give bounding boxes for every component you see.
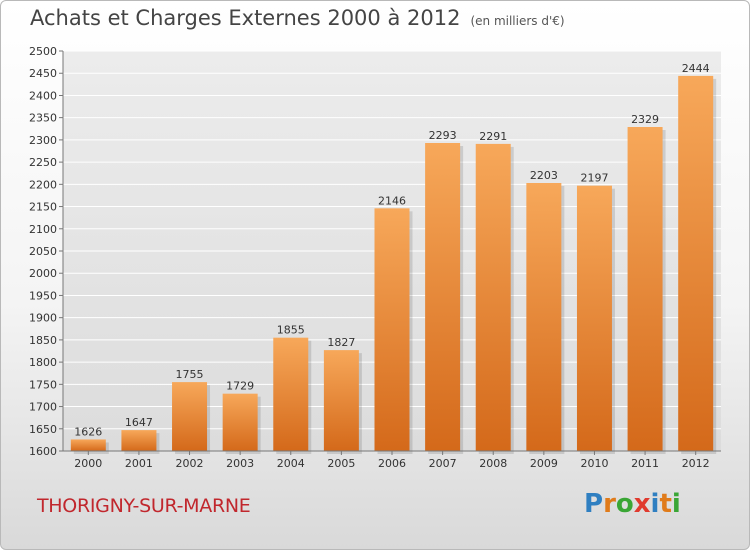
y-axis: 1600 1650 1700 1750 1800 1850 1900 1950 2000 2050… [29,45,64,458]
bar [627,127,663,451]
bar-value-label: 1647 [125,416,153,429]
y-tick-label: 1800 [29,356,57,369]
bar-value-label: 2291 [479,130,507,143]
x-tick-label: 2004 [277,457,305,470]
bar [374,208,410,451]
bar-value-label: 2197 [580,172,608,185]
x-tick-label: 2007 [429,457,457,470]
logo-letter: x [633,489,651,519]
bar [273,337,309,451]
y-tick-label: 1900 [29,312,57,325]
logo-letter: o [615,489,634,519]
bar-value-label: 2444 [682,62,710,75]
y-tick-label: 1600 [29,445,57,458]
bar-value-label: 1755 [176,368,204,381]
y-tick-label: 1850 [29,334,57,347]
bar-value-label: 2203 [530,169,558,182]
logo-letter: t [659,489,672,519]
y-tick-label: 2250 [29,156,57,169]
y-tick-label: 1950 [29,289,57,302]
x-tick-label: 2011 [631,457,659,470]
bar [425,143,461,451]
bars [70,75,717,454]
commune-name: THORIGNY-SUR-MARNE [37,495,251,517]
y-tick-label: 2350 [29,112,57,125]
bar [323,350,359,451]
y-tick-label: 1700 [29,401,57,414]
proxiti-logo: Proxiti [584,489,681,519]
y-tick-label: 2000 [29,267,57,280]
y-tick-label: 2100 [29,223,57,236]
x-tick-label: 2009 [530,457,558,470]
x-tick-label: 2001 [125,457,153,470]
y-tick-label: 2200 [29,178,57,191]
bar-value-label: 2329 [631,113,659,126]
bar-value-label: 1626 [74,425,102,438]
y-tick-label: 2050 [29,245,57,258]
data-labels: 1626 1647 1755 1729 1855 1827 2146 2293 2291 2203… [74,62,709,439]
x-tick-label: 2006 [378,457,406,470]
logo-letter: P [584,489,604,519]
bar [475,143,511,451]
bar-value-label: 2146 [378,194,406,207]
chart-title: Achats et Charges Externes 2000 à 2012 (e… [30,6,565,30]
logo-letter: i [650,489,660,519]
bar-value-label: 1855 [277,324,305,337]
bar [121,430,157,451]
x-tick-label: 2002 [176,457,204,470]
title-text: Achats et Charges Externes 2000 à 2012 [30,6,461,30]
x-tick-label: 2012 [682,457,710,470]
y-tick-label: 2500 [29,45,57,58]
y-tick-label: 2150 [29,201,57,214]
logo-letter: r [603,489,616,519]
bar [222,393,258,451]
bar [526,183,562,451]
y-tick-label: 1650 [29,423,57,436]
bar-value-label: 1729 [226,380,254,393]
logo-letter: i [671,489,681,519]
chart-subtitle: (en milliers d'€) [470,14,565,28]
bar [576,185,612,451]
bar [70,439,106,451]
y-tick-label: 2400 [29,89,57,102]
x-tick-label: 2005 [327,457,355,470]
x-tick-label: 2003 [226,457,254,470]
y-tick-label: 2300 [29,134,57,147]
x-tick-label: 2010 [580,457,608,470]
y-tick-label: 1750 [29,378,57,391]
x-tick-label: 2008 [479,457,507,470]
x-tick-label: 2000 [74,457,102,470]
bar [678,75,714,451]
bar-value-label: 2293 [429,129,457,142]
bar-value-label: 1827 [327,336,355,349]
x-axis: 2000 2001 2002 2003 2004 2005 2006 2007 2008 2009… [63,450,721,470]
bar [172,382,208,451]
y-tick-label: 2450 [29,67,57,80]
